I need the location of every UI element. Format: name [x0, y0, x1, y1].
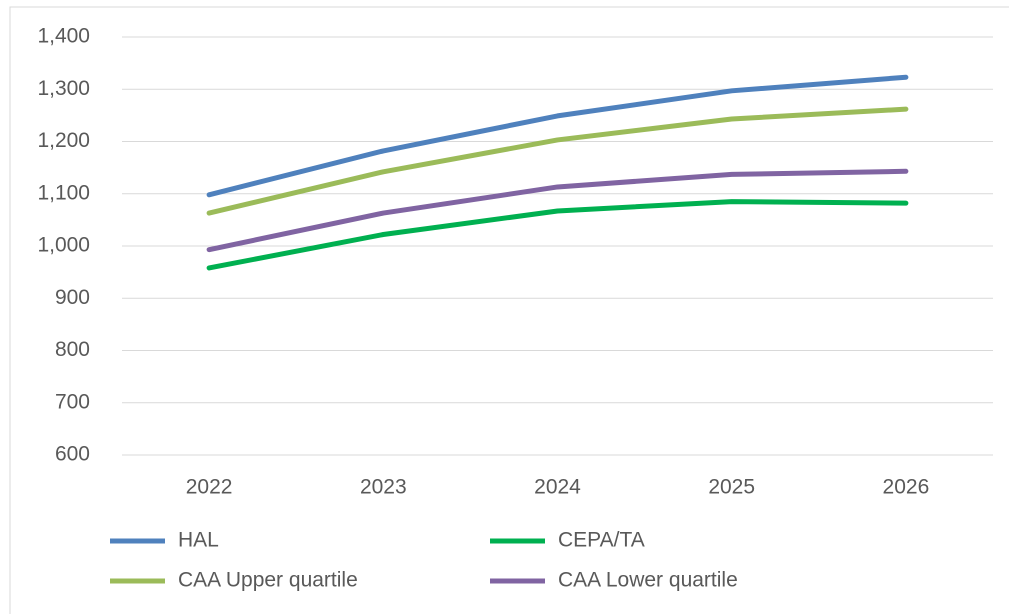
y-tick-label: 1,000 — [37, 234, 90, 257]
legend-label: CAA Lower quartile — [558, 569, 738, 592]
y-tick-label: 1,300 — [37, 77, 90, 100]
series-line — [206, 168, 909, 253]
legend-label: HAL — [178, 529, 219, 552]
y-tick-label: 1,100 — [37, 181, 90, 204]
x-tick-label: 2023 — [360, 476, 407, 499]
y-tick-label: 600 — [55, 443, 90, 466]
chart-border — [9, 6, 1009, 614]
y-tick-label: 900 — [55, 286, 90, 309]
x-tick-label: 2024 — [534, 476, 581, 499]
legend-label: CEPA/TA — [558, 529, 645, 552]
x-tick-label: 2025 — [708, 476, 755, 499]
y-tick-label: 800 — [55, 338, 90, 361]
x-tick-label: 2022 — [186, 476, 233, 499]
y-tick-label: 700 — [55, 390, 90, 413]
series-line — [206, 106, 909, 216]
legend-label: CAA Upper quartile — [178, 569, 358, 592]
x-tick-label: 2026 — [883, 476, 930, 499]
y-tick-label: 1,200 — [37, 129, 90, 152]
series-line — [206, 74, 909, 198]
y-tick-label: 1,400 — [37, 25, 90, 48]
series-line — [206, 199, 909, 271]
